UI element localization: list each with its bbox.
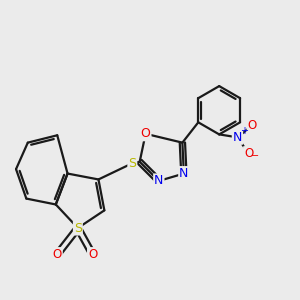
Text: O: O: [52, 248, 62, 261]
Text: N: N: [179, 167, 188, 180]
Text: +: +: [240, 126, 248, 136]
Text: O: O: [248, 119, 257, 132]
Text: O: O: [141, 127, 151, 140]
Text: N: N: [233, 131, 242, 144]
Text: −: −: [251, 151, 259, 161]
Text: N: N: [154, 174, 164, 188]
Text: O: O: [244, 147, 253, 160]
Text: S: S: [74, 221, 82, 235]
Text: O: O: [88, 248, 97, 261]
Text: S: S: [128, 157, 136, 170]
